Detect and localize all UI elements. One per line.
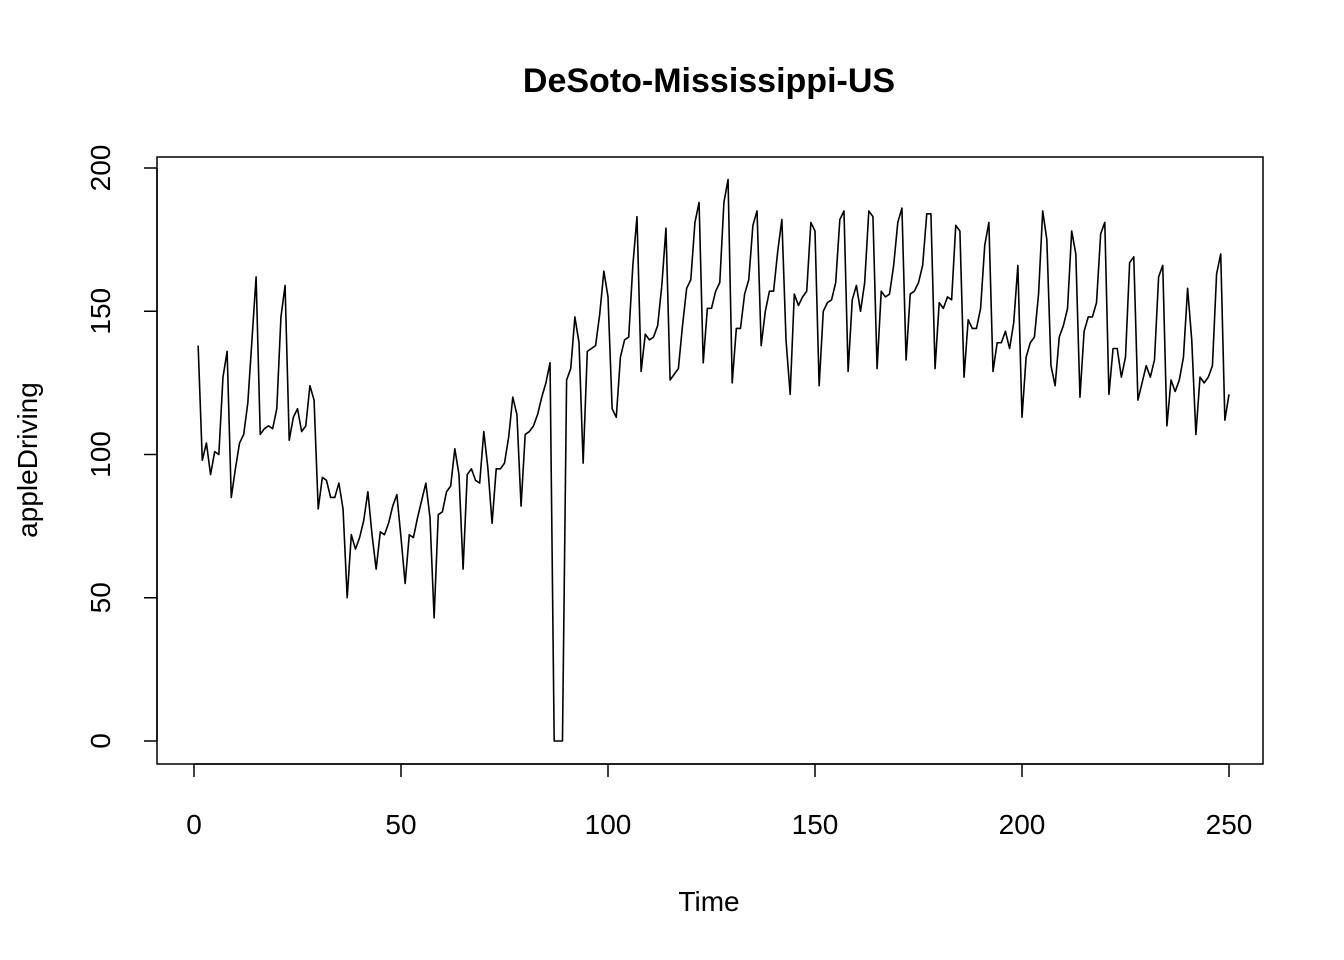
- y-tick-label: 50: [85, 582, 116, 613]
- y-tick-label: 150: [85, 288, 116, 335]
- y-tick-label: 100: [85, 431, 116, 478]
- chart-title: DeSoto-Mississippi-US: [523, 62, 895, 100]
- x-tick-label: 200: [999, 809, 1046, 840]
- plot-area-frame: [156, 156, 1264, 765]
- x-tick-label: 150: [792, 809, 839, 840]
- y-axis-label: appleDriving: [12, 382, 43, 538]
- x-tick-label: 100: [585, 809, 632, 840]
- x-tick-label: 50: [385, 809, 416, 840]
- series-line: [197, 178, 1230, 742]
- x-axis-label: Time: [678, 886, 739, 917]
- y-axis: 0 50 100 150 200: [85, 145, 158, 749]
- y-tick-label: 200: [85, 145, 116, 192]
- x-tick-label: 250: [1206, 809, 1253, 840]
- x-axis: 0 50 100 150 200 250: [186, 763, 1253, 840]
- y-tick-label: 0: [85, 733, 116, 749]
- x-tick-label: 0: [186, 809, 202, 840]
